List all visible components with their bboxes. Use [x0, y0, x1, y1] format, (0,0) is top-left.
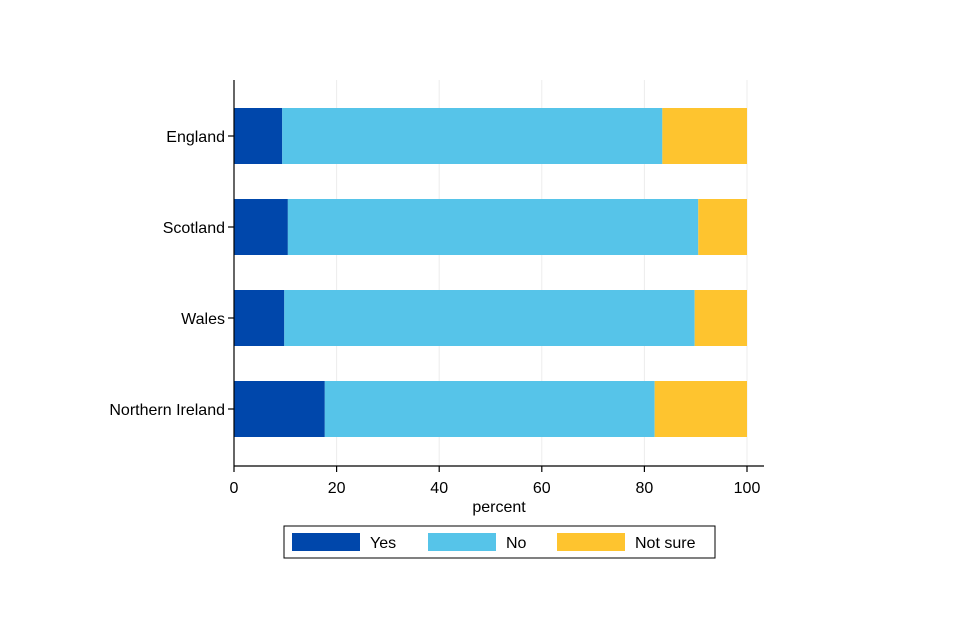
x-axis-label: percent	[472, 499, 526, 516]
x-tick-label: 100	[734, 480, 761, 497]
legend-label: Not sure	[635, 535, 696, 552]
axes	[228, 80, 764, 472]
bar-northern-ireland-no	[324, 381, 655, 437]
y-tick-label: Scotland	[163, 220, 225, 237]
bar-england-not-sure	[662, 108, 747, 164]
bar-wales-no	[284, 290, 695, 346]
bar-northern-ireland-not-sure	[654, 381, 747, 437]
y-tick-label: Wales	[181, 311, 225, 328]
x-tick-label: 0	[230, 480, 239, 497]
bar-northern-ireland-yes	[234, 381, 325, 437]
legend-swatch-no	[428, 533, 496, 551]
x-tick-label: 60	[533, 480, 551, 497]
bar-segments	[234, 108, 747, 437]
legend: Yes No Not sure	[283, 525, 716, 559]
legend-label: No	[506, 535, 527, 552]
bar-england-no	[282, 108, 663, 164]
bar-scotland-no	[287, 199, 699, 255]
y-tick-labels: England Scotland Wales Northern Ireland	[109, 129, 225, 419]
x-tick-label: 40	[430, 480, 448, 497]
y-tick-label: England	[166, 129, 225, 146]
bar-scotland-not-sure	[698, 199, 747, 255]
bar-scotland-yes	[234, 199, 288, 255]
legend-label: Yes	[370, 535, 396, 552]
x-tick-label: 20	[328, 480, 346, 497]
x-tick-labels: 0 20 40 60 80 100	[230, 480, 761, 497]
bar-wales-not-sure	[694, 290, 747, 346]
legend-swatch-yes	[292, 533, 360, 551]
x-tick-label: 80	[636, 480, 654, 497]
bar-england-yes	[234, 108, 283, 164]
bar-wales-yes	[234, 290, 285, 346]
legend-swatch-not-sure	[557, 533, 625, 551]
y-tick-label: Northern Ireland	[109, 402, 225, 419]
